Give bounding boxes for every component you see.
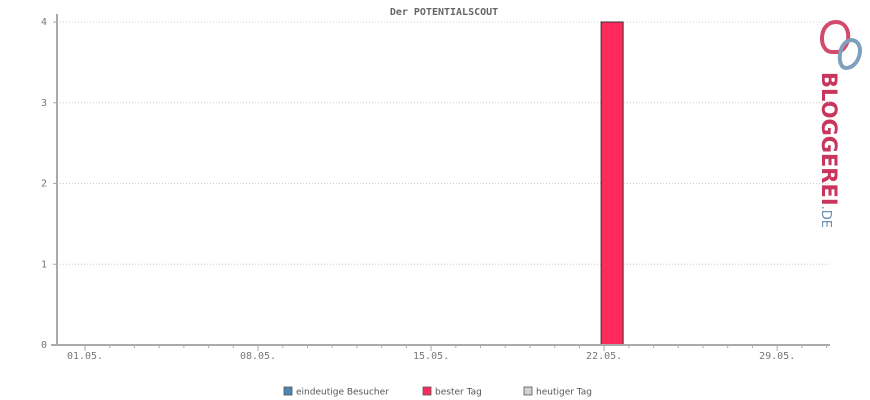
x-tick-label: 29.05.: [759, 351, 795, 362]
legend-swatch: [422, 386, 432, 396]
y-tick-label: 1: [41, 259, 47, 270]
x-tick-label: 01.05.: [67, 351, 103, 362]
y-tick-label: 4: [41, 17, 47, 28]
y-tick-label: 3: [41, 98, 47, 109]
legend-swatch: [283, 386, 293, 396]
y-tick-label: 0: [41, 340, 47, 351]
logo-icon: [820, 19, 851, 54]
x-tick-label: 08.05.: [240, 351, 276, 362]
logo-suffix: .DE: [818, 206, 833, 228]
legend-label: heutiger Tag: [536, 388, 592, 398]
bar: [600, 21, 624, 346]
x-tick-label: 22.05.: [586, 351, 622, 362]
logo: BLOGGEREI.DE: [817, 19, 862, 228]
legend-swatch: [523, 386, 533, 396]
logo-icon: [837, 37, 862, 71]
x-tick-label: 15.05.: [413, 351, 449, 362]
y-tick-label: 2: [41, 179, 47, 190]
logo-name: BLOGGEREI: [817, 72, 841, 206]
logo-text: BLOGGEREI.DE: [817, 72, 841, 228]
chart-title: Der POTENTIALSCOUT: [390, 7, 498, 18]
legend-label: eindeutige Besucher: [296, 388, 389, 398]
legend-label: bester Tag: [435, 388, 482, 398]
